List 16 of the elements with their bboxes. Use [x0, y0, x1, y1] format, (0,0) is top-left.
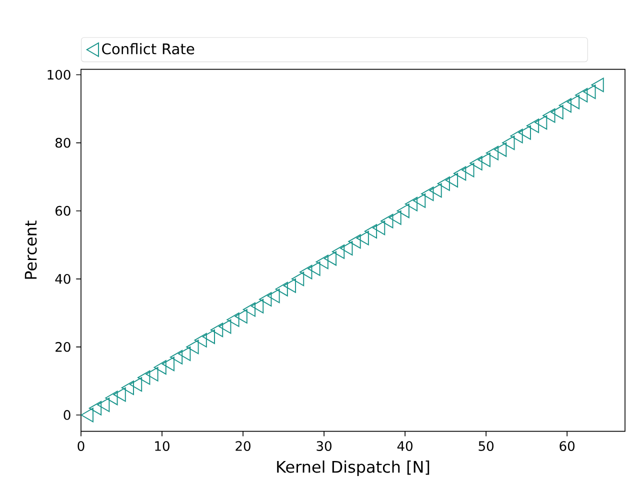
y-tick-label: 20	[56, 342, 70, 352]
x-tick-label: 50	[478, 441, 494, 451]
y-tick-label: 60	[56, 206, 70, 216]
y-tick-label: 40	[55, 274, 70, 284]
x-tick-label: 40	[397, 441, 412, 451]
y-axis-title: Percent	[24, 220, 37, 279]
y-tick-label: 100	[48, 70, 70, 80]
y-tick-label: 80	[56, 138, 70, 148]
y-tick-label: 0	[64, 410, 70, 420]
legend-label: Conflict Rate	[102, 43, 194, 54]
x-tick-label: 0	[78, 441, 84, 451]
x-tick-label: 60	[560, 441, 575, 451]
x-tick-label: 30	[316, 441, 332, 451]
x-axis-title: Kernel Dispatch [N]	[277, 460, 430, 476]
x-tick-label: 10	[155, 441, 170, 451]
x-tick-label: 20	[236, 441, 250, 451]
